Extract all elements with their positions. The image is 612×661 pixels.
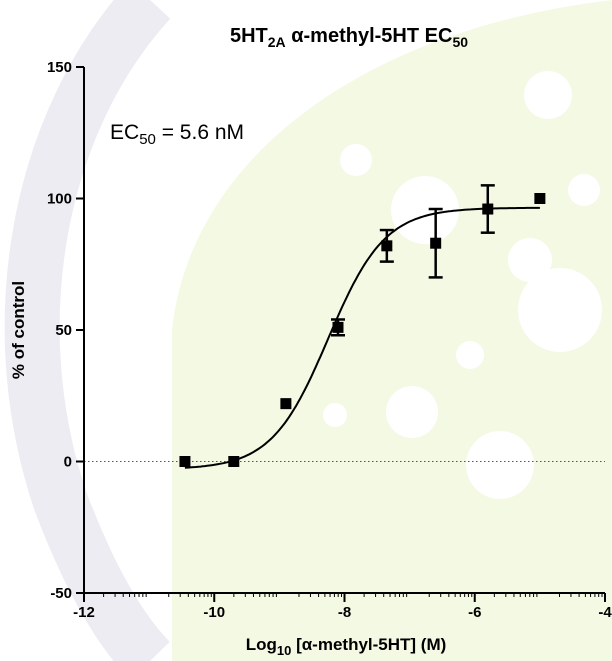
x-minor-ticks: [103, 593, 603, 597]
x-tick-label: -6: [468, 604, 481, 621]
data-point: [228, 456, 240, 467]
data-point: [430, 237, 442, 249]
y-tick-label: 100: [47, 191, 72, 208]
data-point: [280, 398, 292, 410]
x-tick-label: -8: [338, 604, 351, 621]
background-grey-arc: [4, 0, 171, 661]
y-tick-label: -50: [50, 585, 72, 602]
ec50-annotation: EC50 = 5.6 nM: [110, 121, 244, 148]
y-tick-label: 0: [64, 454, 72, 471]
y-axis-title: % of control: [9, 281, 28, 379]
x-tick-label: -4: [598, 604, 612, 621]
data-point: [534, 193, 546, 204]
x-ticks: -12 -10 -8 -6 -4: [73, 593, 612, 621]
data-points: [179, 193, 546, 467]
background-bubbles: [252, 71, 602, 499]
x-tick-label: -12: [73, 604, 95, 621]
x-axis-title: Log10 [α-methyl-5HT] (M): [246, 635, 447, 658]
chart-title: 5HT2A α-methyl-5HT EC50: [230, 25, 468, 50]
error-bars: [330, 184, 495, 337]
y-ticks: -50 0 50 100 150: [47, 59, 84, 602]
y-tick-label: 150: [47, 59, 72, 76]
x-tick-label: -10: [203, 604, 225, 621]
y-tick-label: 50: [55, 322, 72, 339]
data-point: [482, 203, 494, 215]
fit-curve: [184, 206, 540, 469]
data-point: [381, 240, 393, 252]
data-point: [332, 321, 344, 333]
data-point: [179, 456, 191, 467]
fit-curve-group: [184, 206, 540, 469]
